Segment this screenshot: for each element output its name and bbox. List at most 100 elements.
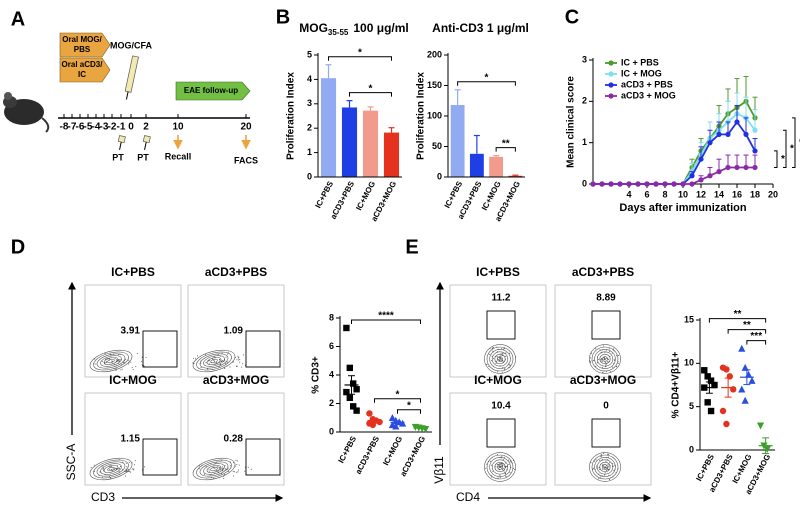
significance-bracket [351,319,421,324]
flow-event [109,476,111,478]
flow-event [501,469,503,471]
event-label: Recall [165,151,192,161]
flow-event [606,465,608,467]
data-point [350,380,357,387]
significance-bracket [746,340,767,345]
flow-event [498,465,500,467]
treatment-text: Oral MOG/ [62,35,102,44]
flow-contour [596,351,614,367]
flow-event [223,367,225,369]
data-point [662,181,668,187]
flow-event [605,466,607,468]
title-text: Anti-CD3 1 μg/ml [432,21,529,35]
data-point [711,381,718,389]
flow-event [606,357,608,359]
series-line [593,120,756,185]
flow-event [486,364,488,366]
significance-label: *** [750,331,762,342]
data-point [653,181,659,187]
flow-event [496,453,498,455]
flow-event [485,467,487,469]
flow-gate [486,418,516,448]
flow-event [504,465,506,467]
flow-event [601,475,603,477]
flow-event [238,356,240,358]
flow-event [227,467,229,469]
timeline-day: -1 [117,122,126,133]
flow-contour [206,465,222,473]
flow-event [612,348,614,350]
timeline-day: -8 [60,122,69,133]
flow-contour [484,452,516,482]
follow-up-box [175,81,251,101]
flow-event [143,466,145,468]
flow-event [217,354,219,356]
data-point [707,173,713,179]
y-tick-label: 0 [329,426,334,436]
flow-event [499,464,501,466]
flow-contour [591,454,619,480]
data-point [707,140,713,146]
data-point [698,177,704,183]
flow-event [505,475,507,477]
flow-event [220,360,222,362]
data-point [343,388,350,396]
timeline-day: 0 [128,122,134,133]
flow-event [213,356,215,358]
data-point [763,445,771,453]
flow-event [126,466,128,468]
flow-event [606,470,608,472]
follow-up-text: EAE follow-up [184,86,238,95]
flow-event [601,459,603,461]
series-line [593,100,756,185]
flow-event [114,358,116,360]
flow-event [242,363,244,365]
data-point [752,148,758,154]
flow-event [141,360,143,362]
data-point [353,407,360,414]
flow-event [112,467,114,469]
bar [469,153,484,177]
significance-label: ** [734,309,742,320]
flow-event [227,351,229,353]
flow-event [205,354,207,356]
flow-event [232,475,234,477]
flow-event [505,465,507,467]
flow-event [135,366,137,368]
data-point [756,422,765,430]
flow-event [502,464,504,466]
flow-event [136,352,138,354]
data-point [743,164,749,171]
flow-event [222,360,224,362]
significance-label: * [369,83,373,94]
data-point [590,181,596,187]
flow-event [496,464,498,466]
flow-event [141,364,143,366]
flow-event [505,352,507,354]
flow-event [612,463,614,465]
flow-event [232,470,234,472]
flow-event [236,359,238,361]
flow-contour [486,346,514,372]
flow-event [498,467,500,469]
panel-label: A [11,8,25,30]
flow-plot-frame [449,392,547,486]
flow-contour [491,351,509,367]
significance-bracket [708,318,767,323]
flow-contour [484,344,516,374]
flow-panel-title: aCD3+PBS [205,265,267,279]
flow-event [213,359,215,361]
series-line [593,112,756,185]
significance-bracket [397,409,421,414]
syringe-needle [144,141,147,150]
flow-event [232,462,234,464]
gate-value: 10.4 [491,401,511,412]
flow-event [134,464,136,466]
legend-label: IC + MOG [621,68,662,78]
flow-event [118,359,120,361]
flow-event [132,468,134,470]
flow-contour [196,459,232,479]
flow-event [600,476,602,478]
bar [450,105,465,177]
flow-contour [594,457,616,477]
